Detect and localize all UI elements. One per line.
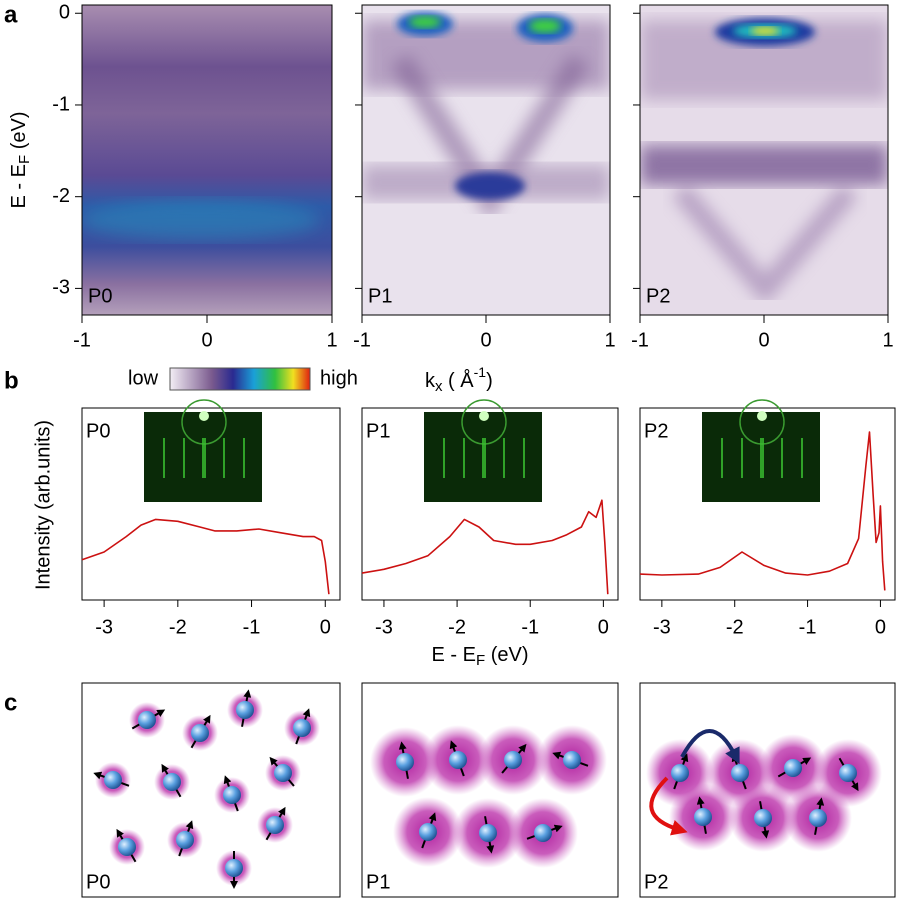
electron bbox=[839, 764, 857, 782]
panel-label: b bbox=[4, 367, 19, 394]
sample-label: P1 bbox=[366, 420, 390, 442]
electron bbox=[671, 764, 689, 782]
axis-label: E - EF (eV) bbox=[8, 112, 33, 209]
colorbar-low: low bbox=[128, 367, 159, 389]
x-tick-label: -1 bbox=[353, 329, 371, 351]
electron bbox=[266, 816, 284, 834]
x-tick-label: -2 bbox=[726, 616, 744, 638]
x-tick-label: -1 bbox=[799, 616, 817, 638]
leed-spot bbox=[479, 411, 489, 421]
plot-frame bbox=[639, 407, 896, 601]
label-sub: x bbox=[435, 378, 443, 395]
electron bbox=[118, 838, 136, 856]
panel-label: c bbox=[4, 689, 17, 716]
x-tick-label: -1 bbox=[521, 616, 539, 638]
electron bbox=[754, 809, 772, 827]
electron bbox=[419, 823, 437, 841]
sample-label: P1 bbox=[366, 871, 390, 893]
sample-label: P2 bbox=[644, 871, 668, 893]
label-part: (eV) bbox=[8, 112, 30, 155]
x-tick-label: -3 bbox=[653, 616, 671, 638]
arpes-p1 bbox=[362, 5, 610, 315]
x-tick-label: 0 bbox=[201, 329, 212, 351]
x-tick-label: 0 bbox=[758, 329, 769, 351]
x-tick-label: -2 bbox=[448, 616, 466, 638]
sample-label: P0 bbox=[88, 285, 112, 307]
arpes-p0 bbox=[82, 5, 332, 315]
plot-frame bbox=[361, 407, 619, 601]
electron bbox=[784, 759, 802, 777]
sample-label: P2 bbox=[646, 285, 670, 307]
x-tick-label: -3 bbox=[375, 616, 393, 638]
label-sup: -1 bbox=[474, 364, 487, 380]
leed-spot bbox=[757, 411, 767, 421]
hop-arrow bbox=[649, 776, 688, 836]
electron bbox=[293, 719, 311, 737]
label-sub: F bbox=[16, 155, 33, 164]
y-tick-label: -3 bbox=[52, 277, 70, 299]
leed-spot bbox=[199, 411, 209, 421]
x-tick-label: 0 bbox=[320, 616, 331, 638]
spectrum-line bbox=[81, 518, 330, 595]
electron bbox=[449, 751, 467, 769]
x-tick-label: -1 bbox=[73, 329, 91, 351]
sample-label: P1 bbox=[368, 285, 392, 307]
hop-arrow bbox=[680, 729, 740, 765]
label-part: (eV) bbox=[485, 644, 528, 666]
panel-label: a bbox=[4, 1, 18, 28]
label-part: E - E bbox=[8, 164, 30, 208]
x-tick-label: -3 bbox=[95, 616, 113, 638]
sample-label: P0 bbox=[86, 420, 110, 442]
electron bbox=[223, 786, 241, 804]
electron bbox=[479, 824, 497, 842]
sample-label: P0 bbox=[86, 871, 110, 893]
x-tick-label: 1 bbox=[882, 329, 893, 351]
electron bbox=[534, 824, 552, 842]
colorbar-high: high bbox=[320, 367, 358, 389]
electron bbox=[694, 808, 712, 826]
electron bbox=[225, 859, 243, 877]
plot-frame bbox=[81, 407, 341, 601]
arpes-p2 bbox=[640, 5, 888, 315]
axis-label: E - EF (eV) bbox=[432, 644, 529, 669]
label-part: ( Å bbox=[443, 369, 475, 392]
electron bbox=[191, 724, 209, 742]
label-part: k bbox=[425, 370, 436, 392]
electron bbox=[563, 751, 581, 769]
y-tick-label: 0 bbox=[59, 2, 70, 24]
x-tick-label: 0 bbox=[598, 616, 609, 638]
x-tick-label: 1 bbox=[604, 329, 615, 351]
spectrum-line bbox=[361, 499, 609, 595]
colorbar bbox=[169, 367, 311, 391]
label-part: ) bbox=[486, 370, 493, 392]
spectrum-line bbox=[639, 431, 886, 591]
electron bbox=[274, 764, 292, 782]
x-tick-label: 1 bbox=[326, 329, 337, 351]
label-part: E - E bbox=[432, 644, 476, 666]
x-tick-label: 0 bbox=[875, 616, 886, 638]
x-tick-label: 0 bbox=[480, 329, 491, 351]
x-tick-label: -2 bbox=[169, 616, 187, 638]
x-tick-label: -1 bbox=[243, 616, 261, 638]
electron bbox=[138, 711, 156, 729]
electron bbox=[104, 771, 122, 789]
axis-label: kx ( Å-1) bbox=[425, 364, 493, 395]
electron bbox=[163, 773, 181, 791]
y-tick-label: -1 bbox=[52, 93, 70, 115]
label-sub: F bbox=[476, 652, 485, 669]
electron bbox=[731, 764, 749, 782]
x-tick-label: -1 bbox=[631, 329, 649, 351]
y-tick-label: -2 bbox=[52, 185, 70, 207]
electron bbox=[809, 809, 827, 827]
electron bbox=[236, 701, 254, 719]
axis-label: Intensity (arb.units) bbox=[32, 420, 54, 590]
electron bbox=[396, 753, 414, 771]
electron bbox=[176, 831, 194, 849]
electron bbox=[504, 751, 522, 769]
sample-label: P2 bbox=[644, 420, 668, 442]
